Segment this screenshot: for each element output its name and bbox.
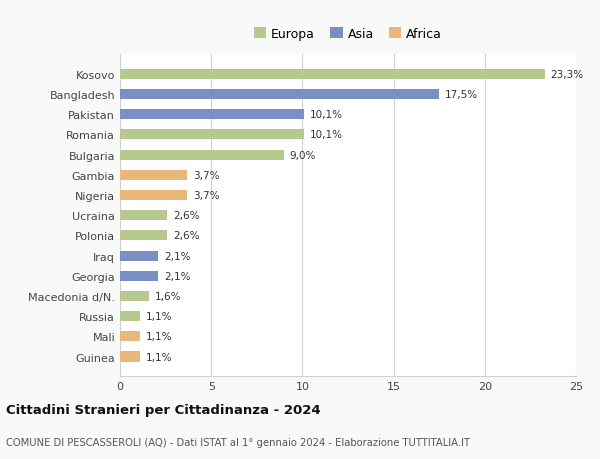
Bar <box>120 90 439 100</box>
Text: COMUNE DI PESCASSEROLI (AQ) - Dati ISTAT al 1° gennaio 2024 - Elaborazione TUTTI: COMUNE DI PESCASSEROLI (AQ) - Dati ISTAT… <box>6 437 470 447</box>
Text: 1,1%: 1,1% <box>146 312 172 321</box>
Text: 3,7%: 3,7% <box>193 170 220 180</box>
Text: 1,1%: 1,1% <box>146 331 172 341</box>
Text: 1,1%: 1,1% <box>146 352 172 362</box>
Text: 9,0%: 9,0% <box>290 150 316 160</box>
Text: 10,1%: 10,1% <box>310 110 343 120</box>
Bar <box>120 311 140 321</box>
Text: 2,1%: 2,1% <box>164 271 190 281</box>
Text: 2,6%: 2,6% <box>173 231 199 241</box>
Bar <box>120 190 187 201</box>
Text: 2,6%: 2,6% <box>173 211 199 221</box>
Text: 17,5%: 17,5% <box>445 90 478 100</box>
Bar <box>120 271 158 281</box>
Text: Cittadini Stranieri per Cittadinanza - 2024: Cittadini Stranieri per Cittadinanza - 2… <box>6 403 320 416</box>
Bar <box>120 231 167 241</box>
Bar <box>120 130 304 140</box>
Bar <box>120 251 158 261</box>
Bar <box>120 170 187 180</box>
Bar <box>120 150 284 160</box>
Bar <box>120 352 140 362</box>
Text: 3,7%: 3,7% <box>193 190 220 201</box>
Text: 2,1%: 2,1% <box>164 251 190 261</box>
Text: 1,6%: 1,6% <box>155 291 181 301</box>
Bar <box>120 331 140 341</box>
Bar <box>120 291 149 302</box>
Legend: Europa, Asia, Africa: Europa, Asia, Africa <box>249 23 447 46</box>
Bar <box>120 110 304 120</box>
Text: 10,1%: 10,1% <box>310 130 343 140</box>
Text: 23,3%: 23,3% <box>550 70 584 80</box>
Bar <box>120 211 167 221</box>
Bar <box>120 70 545 80</box>
